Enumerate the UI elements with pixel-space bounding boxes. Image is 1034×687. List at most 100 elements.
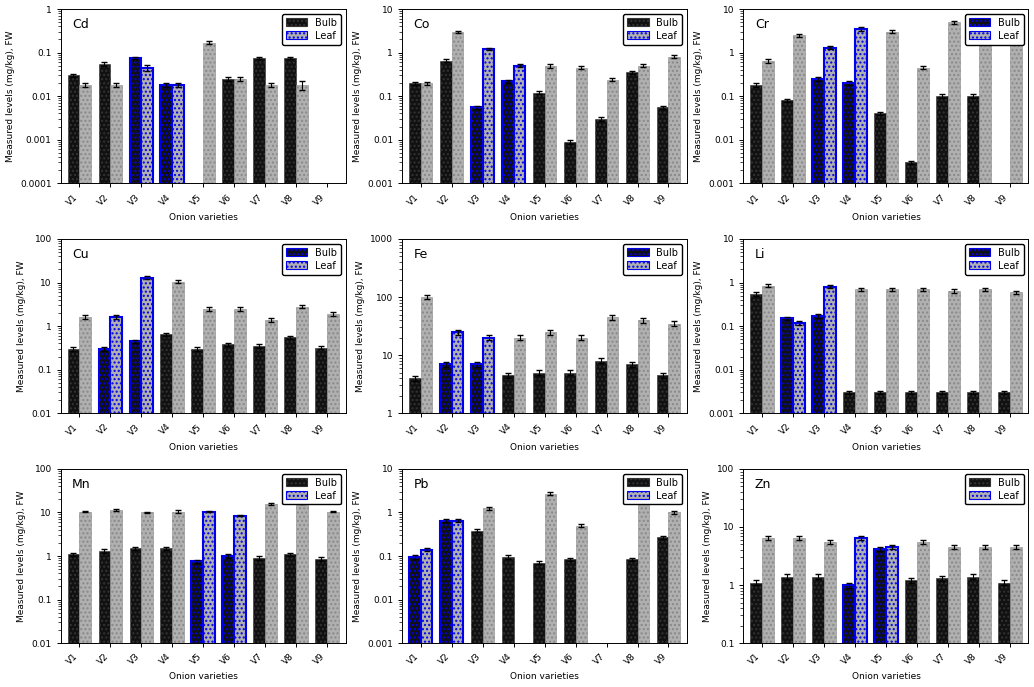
Bar (936, 578, 948, 687)
Bar (296, 306, 308, 687)
X-axis label: Onion varieties: Onion varieties (510, 442, 579, 451)
Bar (235, 308, 246, 687)
Bar (545, 66, 556, 687)
Bar (111, 85, 122, 687)
Bar (111, 317, 122, 687)
Text: Zn: Zn (755, 477, 771, 491)
Bar (501, 557, 514, 687)
Bar (813, 576, 824, 687)
Y-axis label: Measured levels (mg/kg), FW: Measured levels (mg/kg), FW (694, 260, 703, 392)
Bar (408, 83, 421, 687)
X-axis label: Onion varieties: Onion varieties (852, 442, 920, 451)
Bar (564, 559, 576, 687)
Bar (408, 379, 421, 687)
Bar (576, 526, 587, 687)
Bar (843, 585, 855, 687)
Bar (160, 85, 173, 687)
Bar (265, 319, 277, 687)
Legend: Bulb, Leaf: Bulb, Leaf (965, 474, 1024, 504)
Bar (315, 559, 327, 687)
Y-axis label: Measured levels (mg/kg), FW: Measured levels (mg/kg), FW (17, 491, 26, 622)
Bar (998, 392, 1010, 687)
Bar (626, 559, 638, 687)
Y-axis label: Measured levels (mg/kg), FW: Measured levels (mg/kg), FW (5, 30, 14, 162)
Bar (638, 494, 649, 687)
Bar (204, 43, 215, 687)
Bar (253, 558, 265, 687)
Bar (533, 563, 545, 687)
Bar (762, 538, 773, 687)
Bar (160, 334, 173, 687)
Bar (998, 583, 1010, 687)
Bar (813, 79, 824, 687)
Bar (533, 93, 545, 687)
Bar (843, 392, 855, 687)
Bar (1010, 32, 1022, 687)
Bar (222, 79, 235, 687)
Bar (905, 392, 917, 687)
Bar (576, 337, 587, 687)
Bar (638, 66, 649, 687)
Bar (80, 512, 91, 687)
Bar (1010, 292, 1022, 687)
Text: Fe: Fe (414, 248, 428, 260)
Bar (1010, 547, 1022, 687)
Bar (669, 513, 680, 687)
Text: Cr: Cr (755, 18, 768, 31)
Bar (483, 337, 494, 687)
Bar (967, 576, 979, 687)
Text: Mn: Mn (72, 477, 91, 491)
Y-axis label: Measured levels (mg/kg), FW: Measured levels (mg/kg), FW (694, 30, 703, 162)
Bar (948, 22, 960, 687)
Bar (452, 332, 463, 687)
Bar (160, 548, 173, 687)
Legend: Bulb, Leaf: Bulb, Leaf (282, 244, 341, 275)
Bar (173, 512, 184, 687)
Bar (470, 107, 483, 687)
Bar (751, 294, 762, 687)
Bar (545, 494, 556, 687)
Bar (98, 64, 111, 687)
Bar (917, 68, 929, 687)
Bar (595, 361, 607, 687)
Bar (657, 537, 669, 687)
Bar (936, 392, 948, 687)
Legend: Bulb, Leaf: Bulb, Leaf (965, 244, 1024, 275)
Bar (421, 550, 432, 687)
Bar (501, 375, 514, 687)
Bar (483, 49, 494, 687)
Bar (80, 85, 91, 687)
Bar (142, 68, 153, 687)
Bar (204, 308, 215, 687)
Bar (191, 561, 204, 687)
Bar (452, 32, 463, 687)
Bar (564, 372, 576, 687)
Bar (439, 60, 452, 687)
Bar (793, 35, 804, 687)
Y-axis label: Measured levels (mg/kg), FW: Measured levels (mg/kg), FW (353, 491, 362, 622)
Bar (824, 542, 835, 687)
Bar (638, 320, 649, 687)
Bar (669, 324, 680, 687)
Bar (98, 349, 111, 687)
Bar (607, 317, 618, 687)
Legend: Bulb, Leaf: Bulb, Leaf (624, 474, 682, 504)
Bar (327, 512, 339, 687)
Legend: Bulb, Leaf: Bulb, Leaf (282, 14, 341, 45)
Legend: Bulb, Leaf: Bulb, Leaf (282, 474, 341, 504)
Bar (626, 72, 638, 687)
Bar (564, 142, 576, 687)
Bar (284, 337, 296, 687)
Bar (111, 510, 122, 687)
Y-axis label: Measured levels (mg/kg), FW: Measured levels (mg/kg), FW (703, 491, 711, 622)
Y-axis label: Measured levels (mg/kg), FW: Measured levels (mg/kg), FW (17, 260, 26, 392)
X-axis label: Onion varieties: Onion varieties (169, 442, 238, 451)
Bar (762, 60, 773, 687)
Bar (948, 291, 960, 687)
X-axis label: Onion varieties: Onion varieties (169, 673, 238, 682)
Bar (576, 68, 587, 687)
X-axis label: Onion varieties: Onion varieties (852, 673, 920, 682)
Bar (439, 521, 452, 687)
Bar (67, 554, 80, 687)
Bar (967, 392, 979, 687)
